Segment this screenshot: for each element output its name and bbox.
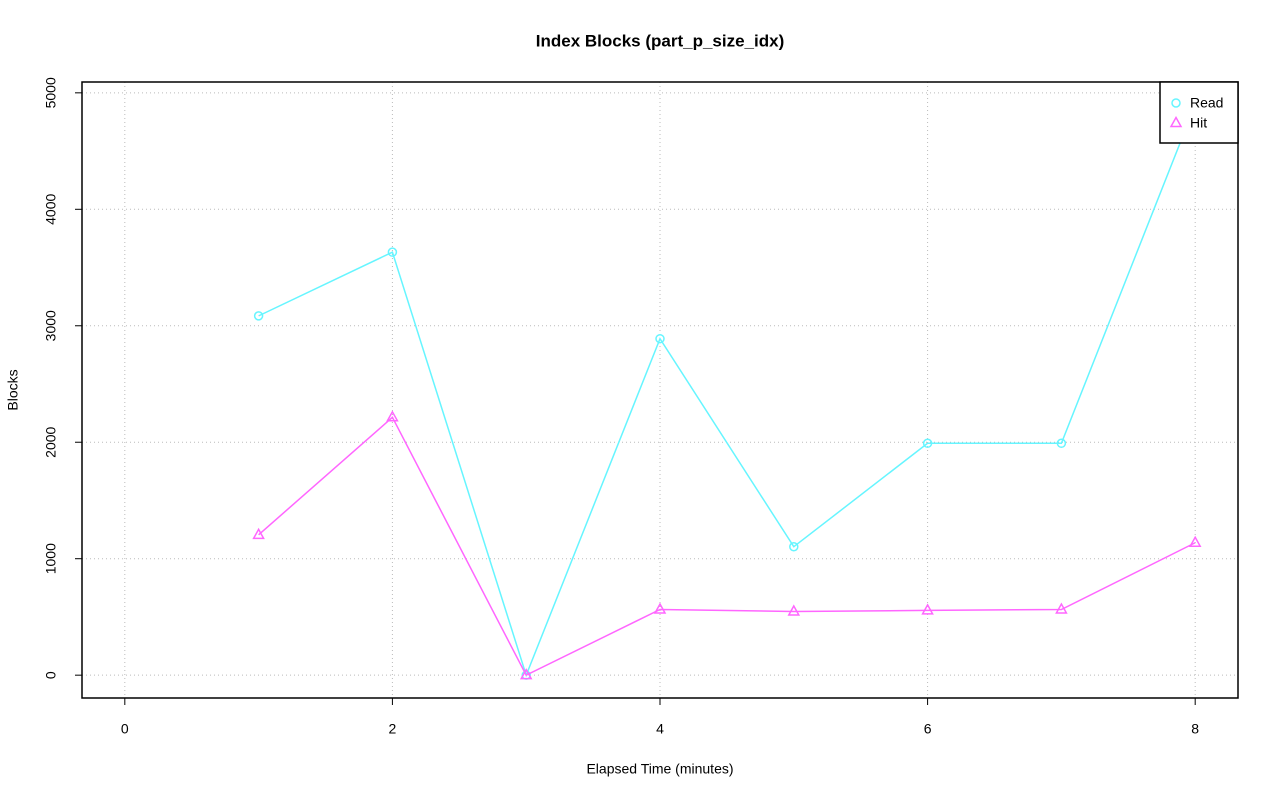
data-point bbox=[1188, 535, 1202, 547]
legend-box bbox=[1159, 81, 1239, 144]
x-tick-label: 6 bbox=[924, 721, 932, 737]
data-point bbox=[789, 541, 799, 552]
data-point bbox=[253, 311, 264, 321]
data-line bbox=[258, 416, 1196, 677]
data-point bbox=[252, 527, 265, 540]
data-point bbox=[386, 410, 399, 422]
legend-marker bbox=[1171, 98, 1181, 108]
data-point bbox=[922, 438, 933, 449]
data-point bbox=[1056, 438, 1067, 449]
x-tick-label: 8 bbox=[1191, 721, 1199, 737]
legend-marker bbox=[1169, 115, 1183, 128]
data-point bbox=[387, 247, 398, 257]
data-point bbox=[519, 668, 533, 680]
data-point bbox=[653, 602, 667, 614]
x-tick-label: 2 bbox=[389, 721, 397, 737]
x-tick-label: 4 bbox=[656, 721, 664, 737]
data-line bbox=[258, 104, 1196, 678]
data-point bbox=[655, 333, 665, 344]
y-tick-label: 2000 bbox=[43, 426, 59, 457]
y-tick-label: 3000 bbox=[43, 310, 59, 341]
chart-title: Index Blocks (part_p_size_idx) bbox=[536, 31, 784, 50]
y-axis-title: Blocks bbox=[5, 369, 21, 410]
legend: Read Hit bbox=[1159, 81, 1239, 144]
data-point bbox=[921, 603, 934, 615]
y-tick-label: 4000 bbox=[43, 194, 59, 225]
data-point bbox=[787, 604, 801, 616]
y-tick-label: 0 bbox=[43, 671, 59, 679]
y-tick-label: 1000 bbox=[43, 543, 59, 574]
legend-label: Hit bbox=[1190, 115, 1207, 131]
legend-label: Read bbox=[1190, 95, 1223, 111]
y-tick-label: 5000 bbox=[43, 77, 59, 108]
data-point bbox=[1055, 602, 1068, 614]
plot-frame bbox=[81, 81, 1239, 699]
x-axis-title: Elapsed Time (minutes) bbox=[586, 761, 733, 777]
x-tick-label: 0 bbox=[121, 721, 129, 737]
